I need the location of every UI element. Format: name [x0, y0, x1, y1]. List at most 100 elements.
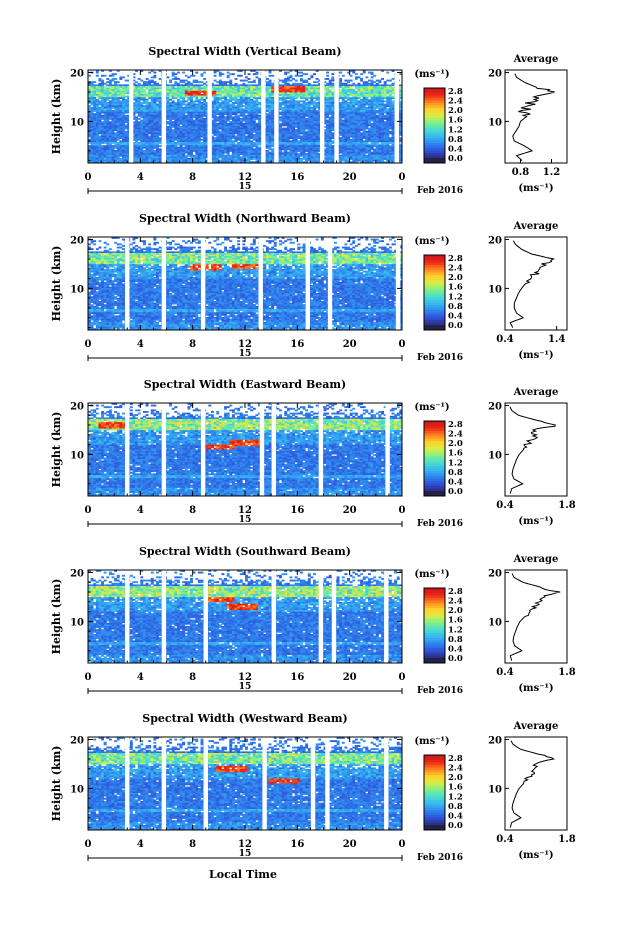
heatmap-cell: [180, 97, 183, 99]
heatmap-cell: [255, 94, 258, 96]
heatmap-cell: [135, 112, 138, 114]
heatmap-cell: [167, 76, 170, 78]
heatmap-cell: [253, 73, 256, 75]
heatmap-cell: [203, 78, 206, 80]
heatmap-cell: [117, 81, 120, 83]
heatmap-cell: [138, 118, 141, 120]
heatmap-cell: [258, 112, 261, 114]
heatmap-cell: [140, 116, 143, 118]
heatmap-cell: [159, 88, 162, 90]
heatmap-cell: [365, 104, 368, 106]
heatmap-cell: [352, 72, 355, 74]
heatmap-cell: [237, 112, 240, 114]
heatmap-cell: [316, 81, 319, 83]
heatmap-cell: [195, 72, 198, 74]
heatmap-cell: [378, 81, 381, 83]
panel-1: Spectral Width (Vertical Beam)2010Height…: [50, 45, 567, 196]
heatmap-cell: [279, 120, 282, 122]
heatmap-cell: [295, 80, 298, 82]
heatmap-cell: [214, 80, 217, 82]
heatmap-cell: [384, 100, 387, 102]
heatmap-cell: [182, 104, 185, 106]
heatmap-cell: [392, 78, 395, 80]
heatmap-cell: [109, 97, 112, 99]
heatmap-cell: [253, 97, 256, 99]
heatmap-cell: [300, 72, 303, 74]
heatmap-cell: [114, 73, 117, 75]
heatmap-cell: [177, 78, 180, 80]
heatmap-cell: [355, 73, 358, 75]
heatmap-cell: [269, 75, 272, 77]
heatmap-cell: [373, 81, 376, 83]
heatmap-cell: [146, 88, 149, 90]
heatmap-cell: [329, 113, 332, 115]
heatmap-cell: [347, 81, 350, 83]
heatmap-cell: [227, 72, 230, 74]
heatmap-cell: [255, 118, 258, 120]
heatmap-cell: [368, 96, 371, 98]
heatmap-cell: [138, 78, 141, 80]
heatmap-cell: [106, 99, 109, 101]
heatmap-cell: [248, 81, 251, 83]
heatmap-cell: [287, 80, 290, 82]
heatmap-cell: [195, 100, 198, 102]
heatmap-cell: [140, 99, 143, 101]
heatmap-cell: [180, 81, 183, 83]
heatmap-cell: [289, 76, 292, 78]
heatmap-cell: [386, 105, 389, 107]
heatmap-cell: [125, 121, 128, 123]
heatmap-cell: [313, 81, 316, 83]
heatmap-cell: [376, 80, 379, 82]
heatmap-cell: [316, 99, 319, 101]
heatmap-cell: [119, 78, 122, 80]
heatmap-cell: [101, 112, 104, 114]
heatmap-cell: [360, 96, 363, 98]
heatmap-cell: [347, 99, 350, 101]
heatmap-cell: [153, 72, 156, 74]
heatmap-cell: [193, 75, 196, 77]
heatmap-cell: [386, 80, 389, 82]
heatmap-cell: [146, 96, 149, 98]
heatmap-cell: [174, 97, 177, 99]
heatmap-cell: [342, 116, 345, 118]
heatmap-cell: [96, 75, 99, 77]
heatmap-cell: [109, 75, 112, 77]
heatmap-cell: [282, 124, 285, 126]
heatmap-cell: [96, 72, 99, 74]
heatmap-cell: [326, 116, 329, 118]
heatmap-cell: [203, 115, 206, 117]
heatmap-cell: [339, 97, 342, 99]
heatmap-cell: [232, 73, 235, 75]
heatmap-cell: [167, 118, 170, 120]
heatmap-cell: [201, 91, 204, 93]
heatmap-cell: [248, 92, 251, 94]
heatmap-cell: [350, 94, 353, 96]
heatmap-cell: [350, 75, 353, 77]
heatmap-cell: [253, 81, 256, 83]
heatmap-cell: [167, 123, 170, 125]
heatmap-cell: [169, 96, 172, 98]
heatmap-cell: [198, 96, 201, 98]
heatmap-cell: [305, 115, 308, 117]
heatmap-cell: [203, 83, 206, 85]
heatmap-cell: [308, 97, 311, 99]
heatmap-cell: [342, 75, 345, 77]
heatmap-cell: [255, 73, 258, 75]
heatmap-cell: [106, 84, 109, 86]
heatmap-cell: [316, 78, 319, 80]
heatmap-cell: [300, 97, 303, 99]
heatmap-cell: [119, 97, 122, 99]
heatmap-cell: [282, 104, 285, 106]
heatmap-cell: [250, 81, 253, 83]
heatmap-cell: [371, 76, 374, 78]
heatmap-cell: [112, 107, 115, 109]
heatmap-cell: [344, 80, 347, 82]
heatmap-cell: [219, 107, 222, 109]
heatmap-cell: [292, 78, 295, 80]
heatmap-cell: [177, 96, 180, 98]
heatmap-cell: [125, 80, 128, 82]
heatmap-cell: [174, 84, 177, 86]
heatmap-cell: [326, 72, 329, 74]
heatmap-cell: [344, 97, 347, 99]
heatmap-cell: [151, 76, 154, 78]
